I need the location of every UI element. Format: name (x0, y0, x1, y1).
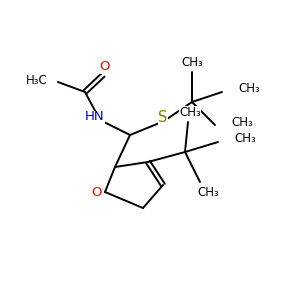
Text: H₃C: H₃C (26, 74, 48, 86)
Text: CH₃: CH₃ (231, 116, 253, 130)
Text: S: S (158, 110, 168, 125)
Text: CH₃: CH₃ (234, 133, 256, 146)
Text: CH₃: CH₃ (238, 82, 260, 95)
Text: CH₃: CH₃ (179, 106, 201, 118)
Text: HN: HN (85, 110, 105, 124)
Text: CH₃: CH₃ (197, 185, 219, 199)
Text: CH₃: CH₃ (181, 56, 203, 68)
Text: O: O (100, 61, 110, 74)
Text: O: O (92, 185, 102, 199)
